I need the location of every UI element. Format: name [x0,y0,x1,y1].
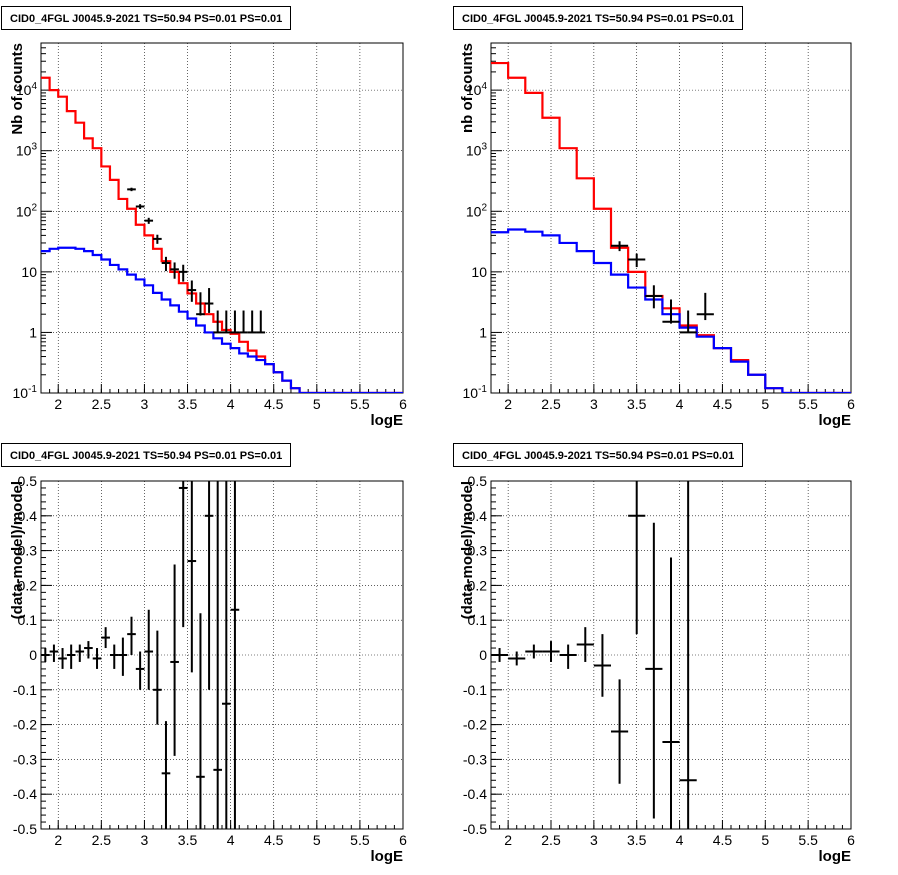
y-tick-label: 0.2 [468,577,488,593]
y-tick-label: 0.3 [18,543,38,559]
x-tick-label: 4 [676,832,684,848]
y-tick-label: 1 [479,324,487,340]
y-tick-label: -0.5 [463,821,487,837]
y-tick-label: 0.1 [18,612,38,628]
y-tick-label: 0.5 [468,473,488,489]
x-tick-label: 3.5 [627,832,647,848]
x-tick-label: 5 [761,396,769,412]
y-tick-label: 0.5 [18,473,38,489]
x-tick-label: 5.5 [798,832,818,848]
y-tick-label: -0.4 [463,786,487,802]
x-tick-label: 6 [399,396,407,412]
data-layer [41,76,403,393]
y-tick-label: -0.5 [13,821,37,837]
x-tick-label: 4 [227,832,235,848]
x-axis-label: logE [371,848,404,865]
y-tick-label: 104 [16,81,38,98]
x-tick-label: 3.5 [627,396,647,412]
chart-panel-3: 2 2.5 3 3.5 4 4.5 5 5.5 6 -0.5 -0.4 -0.3 -0.2 -0.1 0 0.… [9,473,407,865]
x-axis-label: logE [819,848,852,865]
x-tick-label: 2 [504,832,512,848]
y-tick-label: 0.3 [468,543,488,559]
chart-panel-2: 2 2.5 3 3.5 4 4.5 5 5.5 6 10-1 1 10 102 103 104 logE nb … [459,42,855,429]
data-layer [41,481,240,829]
y-tick-label: 0.1 [468,612,488,628]
x-tick-label: 3 [590,832,598,848]
y-axis-label: (data-model)/model [459,481,476,619]
x-tick-label: 5.5 [350,396,370,412]
x-tick-label: 4.5 [264,832,284,848]
y-tick-label: 10-1 [463,384,488,401]
x-tick-label: 3.5 [178,832,198,848]
data-layer [491,61,851,393]
y-tick-label: -0.4 [13,786,37,802]
x-tick-label: 5 [313,396,321,412]
x-axis-label: logE [819,412,852,429]
y-axis-label: (data-model)/model [9,481,26,619]
x-tick-label: 6 [847,396,855,412]
histogram-series-source-model [491,228,851,393]
chart-panel-4: 2 2.5 3 3.5 4 4.5 5 5.5 6 -0.5 -0.4 -0.3 -0.2 -0.1 0 0.… [459,473,855,865]
x-tick-label: 5.5 [350,832,370,848]
x-tick-label: 3 [141,396,149,412]
x-tick-label: 5.5 [798,396,818,412]
x-tick-label: 3.5 [178,396,198,412]
chart-title: CID0_4FGL J0045.9-2021 TS=50.94 PS=0.01 … [453,6,744,30]
data-layer [491,481,697,829]
plot-frame [490,42,852,394]
y-tick-label: 0 [479,647,487,663]
y-tick-label: -0.2 [13,717,37,733]
y-tick-label: 102 [16,202,38,219]
x-tick-label: 4.5 [713,832,733,848]
y-tick-label: 0 [29,647,37,663]
x-tick-label: 2.5 [92,832,112,848]
y-axis-label: nb of counts [459,43,476,133]
histogram-series-total-model [41,76,403,393]
y-tick-label: 102 [466,202,488,219]
x-tick-label: 4 [227,396,235,412]
chart-title: CID0_4FGL J0045.9-2021 TS=50.94 PS=0.01 … [1,443,292,467]
x-tick-label: 2 [54,396,62,412]
chart-title: CID0_4FGL J0045.9-2021 TS=50.94 PS=0.01 … [453,443,744,467]
x-tick-label: 5 [313,832,321,848]
x-tick-label: 5 [761,832,769,848]
y-tick-label: -0.3 [463,751,487,767]
x-tick-label: 4 [676,396,684,412]
y-tick-label: 0.4 [468,508,488,524]
y-tick-label: 103 [16,142,38,159]
y-tick-label: 10 [21,264,37,280]
y-tick-label: -0.3 [13,751,37,767]
y-tick-label: -0.2 [463,717,487,733]
y-tick-label: 1 [29,324,37,340]
y-tick-label: -0.1 [13,682,37,698]
y-tick-label: -0.1 [463,682,487,698]
x-tick-label: 4.5 [264,396,284,412]
x-tick-label: 2 [504,396,512,412]
y-tick-label: 0.2 [18,577,38,593]
x-tick-label: 2.5 [92,396,112,412]
chart-panel-1: 2 2.5 3 3.5 4 4.5 5 5.5 6 10-1 1 10 102 103 104 logE Nb … [9,42,407,429]
y-tick-label: 10-1 [13,384,38,401]
x-tick-label: 3 [590,396,598,412]
x-tick-label: 4.5 [713,396,733,412]
y-axis-label: Nb of counts [9,43,26,135]
x-tick-label: 3 [141,832,149,848]
chart-title: CID0_4FGL J0045.9-2021 TS=50.94 PS=0.01 … [1,6,292,30]
x-tick-label: 6 [399,832,407,848]
x-tick-label: 2 [54,832,62,848]
x-tick-label: 2.5 [541,832,561,848]
y-tick-label: 10 [471,264,487,280]
y-tick-label: 103 [466,142,488,159]
x-axis-label: logE [371,412,404,429]
histogram-series-total-model [491,61,851,393]
histogram-series-source-model [41,246,403,393]
y-tick-label: 0.4 [18,508,38,524]
x-tick-label: 6 [847,832,855,848]
x-tick-label: 2.5 [541,396,561,412]
y-tick-label: 104 [466,81,488,98]
